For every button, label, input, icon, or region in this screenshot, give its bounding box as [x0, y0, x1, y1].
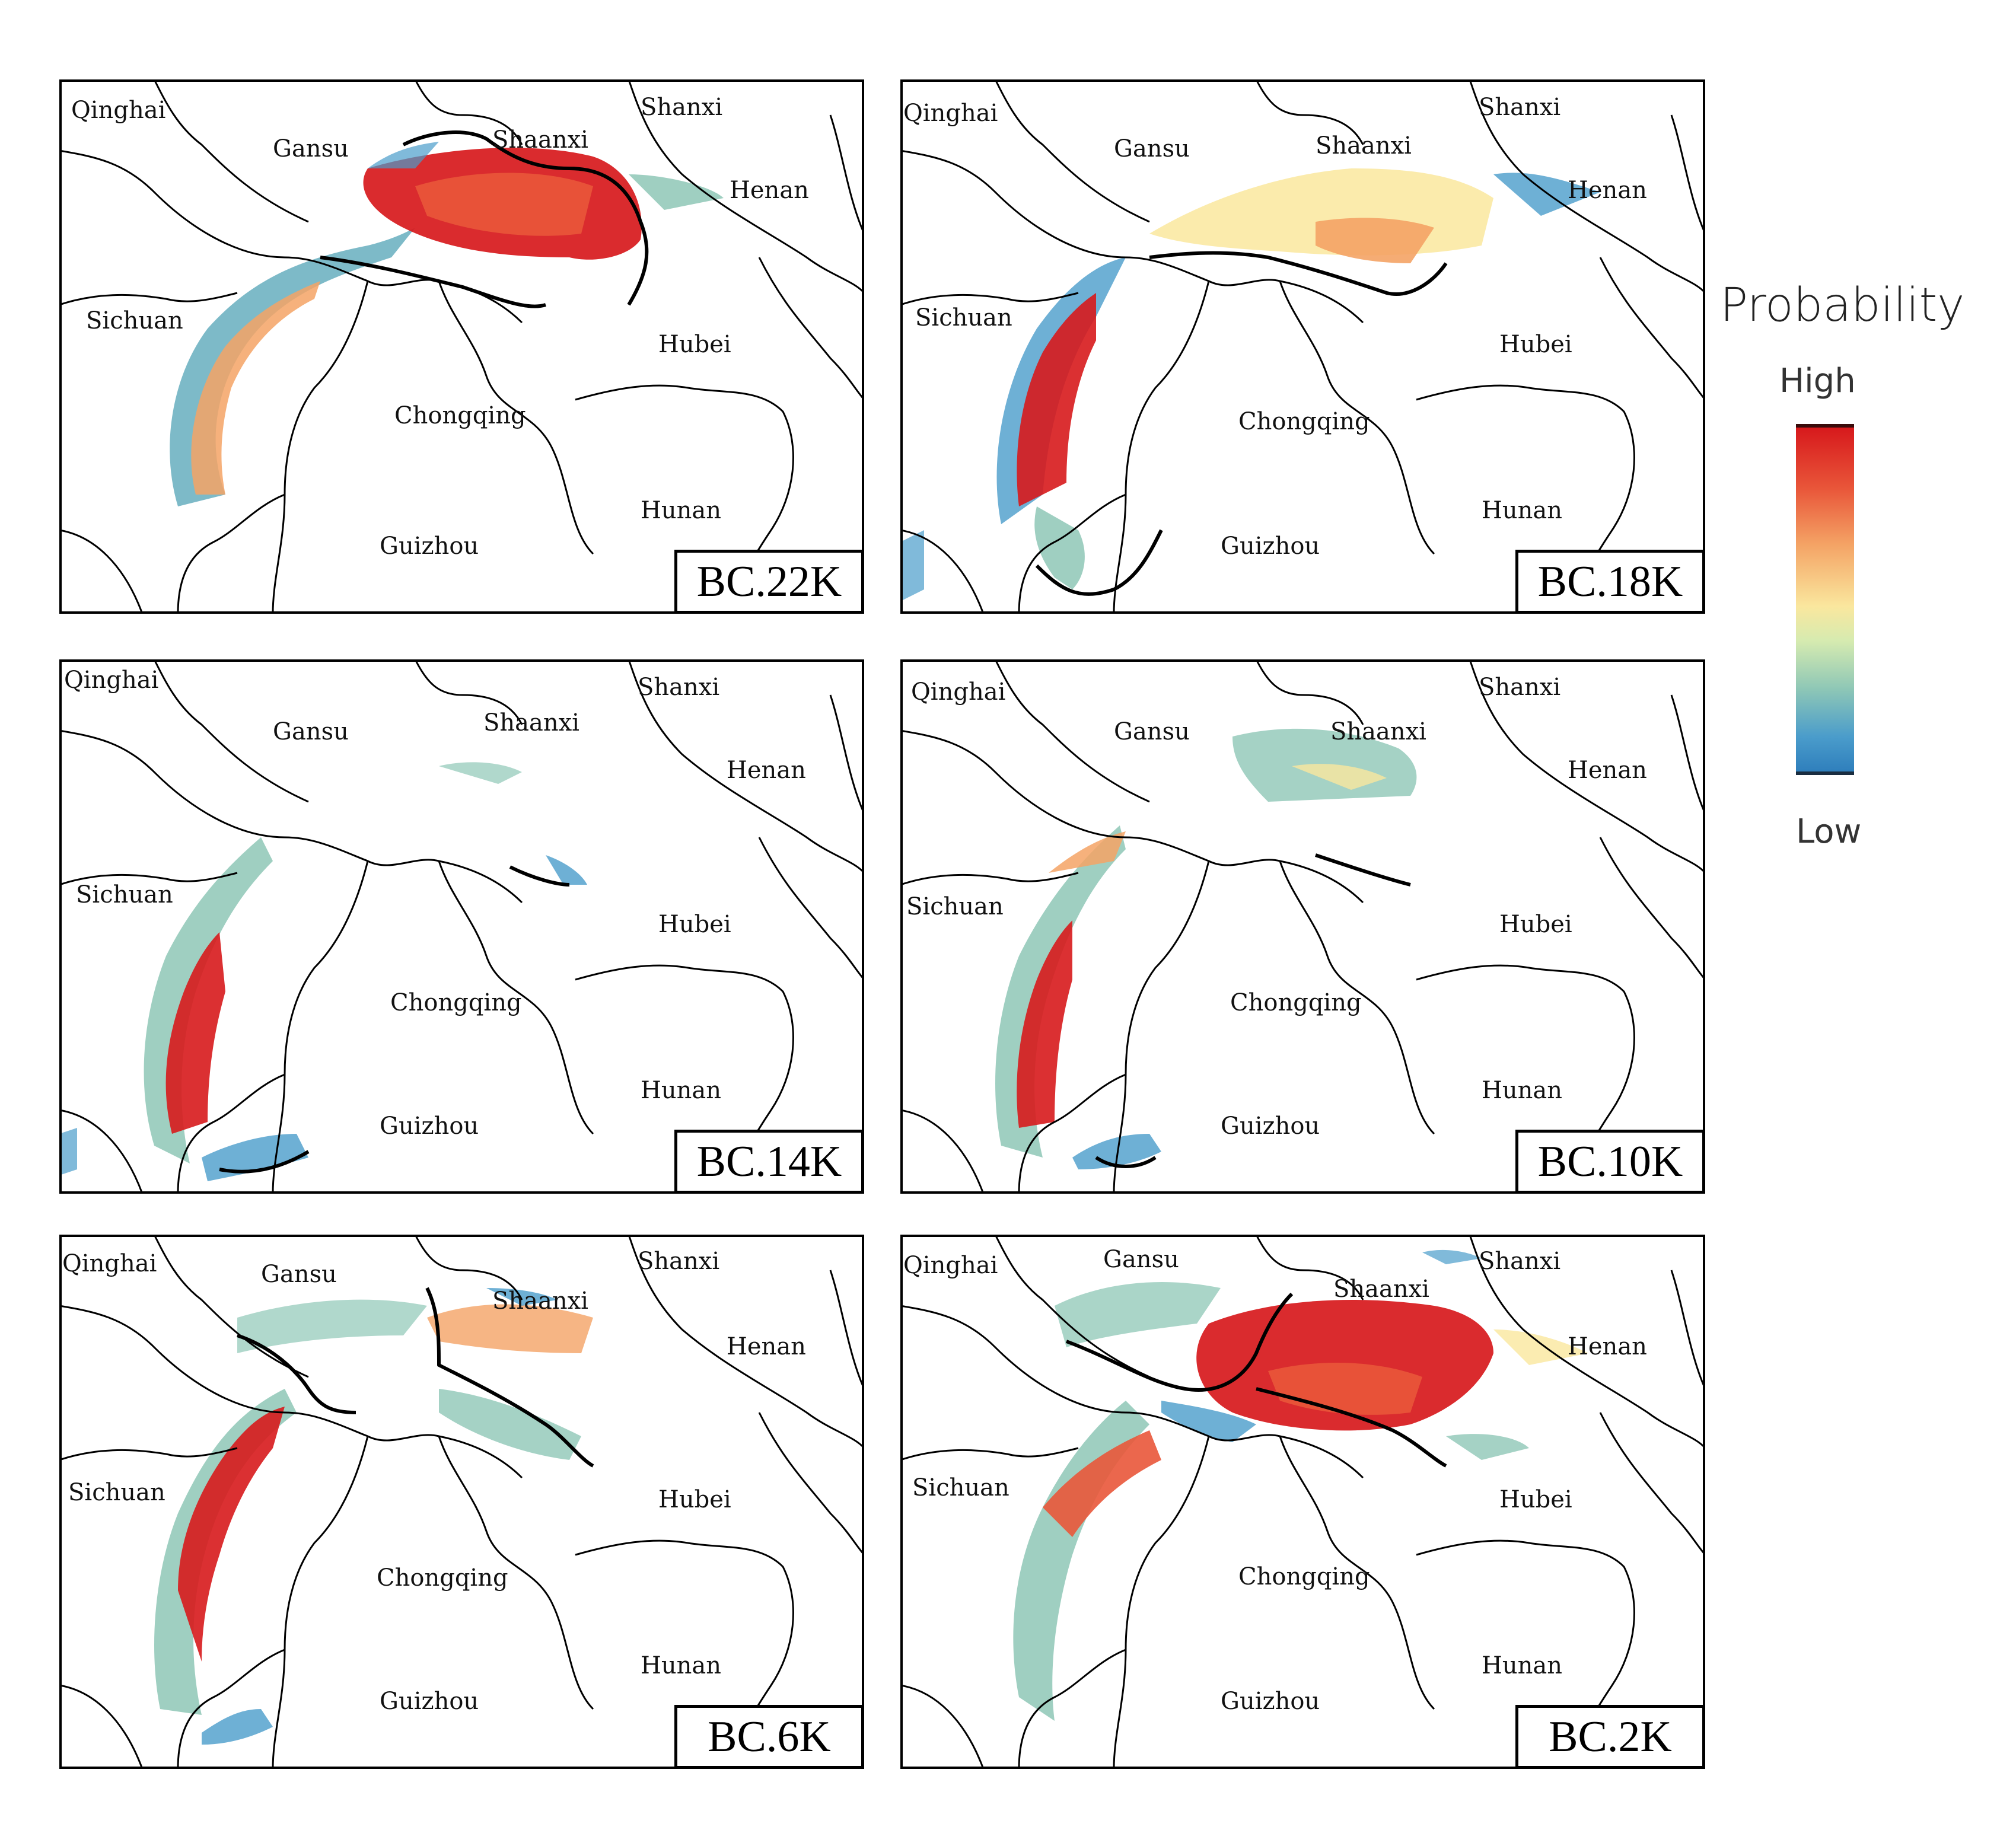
- probability-layer: [1013, 1249, 1588, 1721]
- legend-low-label: Low: [1796, 812, 1862, 851]
- province-borders: [59, 659, 864, 1194]
- probability-layer: [154, 1288, 593, 1745]
- label-shaanxi: Shaanxi: [492, 126, 588, 154]
- label-shanxi: Shanxi: [641, 94, 722, 121]
- label-shaanxi: Shaanxi: [492, 1287, 588, 1315]
- label-gansu: Gansu: [261, 1261, 337, 1288]
- map-panel-bc22k: Qinghai Gansu Shaanxi Shanxi Henan Sichu…: [59, 79, 864, 614]
- label-hunan: Hunan: [1482, 1652, 1562, 1679]
- label-shanxi: Shanxi: [638, 674, 719, 701]
- probability-layer: [59, 762, 587, 1181]
- map-panel-bc14k: Qinghai Gansu Shaanxi Shanxi Henan Sichu…: [59, 659, 864, 1194]
- label-chongqing: Chongqing: [390, 989, 522, 1016]
- legend-color-ramp: [1796, 424, 1854, 775]
- label-gansu: Gansu: [273, 718, 349, 745]
- probability-layer: [170, 142, 724, 506]
- label-henan: Henan: [730, 177, 809, 204]
- map-svg: Qinghai Gansu Shaanxi Shanxi Henan Sichu…: [59, 659, 864, 1194]
- label-hunan: Hunan: [1482, 1077, 1562, 1104]
- label-hunan: Hunan: [1482, 497, 1562, 524]
- province-borders: [59, 79, 864, 614]
- label-sichuan: Sichuan: [68, 1479, 165, 1506]
- label-guizhou: Guizhou: [380, 533, 479, 560]
- label-chongqing: Chongqing: [377, 1564, 508, 1592]
- label-sichuan: Sichuan: [912, 1474, 1009, 1501]
- panel-label: BC.14K: [674, 1130, 864, 1194]
- label-hubei: Hubei: [658, 1486, 731, 1513]
- legend-high-label: High: [1779, 362, 1856, 400]
- label-shanxi: Shanxi: [638, 1248, 719, 1275]
- label-qinghai: Qinghai: [903, 100, 998, 127]
- label-hunan: Hunan: [641, 1652, 721, 1679]
- label-gansu: Gansu: [1114, 135, 1190, 162]
- label-henan: Henan: [727, 1333, 806, 1360]
- label-shaanxi: Shaanxi: [483, 709, 579, 737]
- panel-label: BC.10K: [1515, 1130, 1705, 1194]
- legend-title: Probability: [1720, 279, 1965, 332]
- label-henan: Henan: [727, 757, 806, 784]
- label-guizhou: Guizhou: [1221, 533, 1320, 560]
- panel-label: BC.6K: [674, 1705, 864, 1769]
- label-hubei: Hubei: [1499, 1486, 1572, 1513]
- label-chongqing: Chongqing: [1238, 1563, 1370, 1590]
- probability-layer: [900, 168, 1600, 601]
- label-henan: Henan: [1568, 177, 1647, 204]
- label-chongqing: Chongqing: [1238, 408, 1370, 435]
- label-chongqing: Chongqing: [394, 402, 526, 429]
- label-hubei: Hubei: [1499, 331, 1572, 358]
- map-svg: Qinghai Gansu Shaanxi Shanxi Henan Sichu…: [900, 659, 1705, 1194]
- label-shanxi: Shanxi: [1479, 1248, 1560, 1275]
- map-svg: Qinghai Gansu Shaanxi Shanxi Henan Sichu…: [59, 79, 864, 614]
- label-qinghai: Qinghai: [71, 97, 165, 124]
- label-guizhou: Guizhou: [1221, 1112, 1320, 1140]
- province-borders: [900, 1235, 1705, 1769]
- probability-legend: Probability High Low: [1720, 279, 1964, 860]
- label-shanxi: Shanxi: [1479, 674, 1560, 701]
- label-qinghai: Qinghai: [911, 678, 1005, 706]
- panel-label: BC.22K: [674, 550, 864, 614]
- label-guizhou: Guizhou: [380, 1688, 479, 1715]
- label-shaanxi: Shaanxi: [1316, 132, 1412, 160]
- label-hubei: Hubei: [658, 911, 731, 938]
- panel-label: BC.18K: [1515, 550, 1705, 614]
- map-svg: Qinghai Gansu Shaanxi Shanxi Henan Sichu…: [900, 1235, 1705, 1769]
- map-svg: Qinghai Gansu Shaanxi Shanxi Henan Sichu…: [59, 1235, 864, 1769]
- label-chongqing: Chongqing: [1230, 989, 1362, 1016]
- panel-label: BC.2K: [1515, 1705, 1705, 1769]
- label-sichuan: Sichuan: [906, 893, 1004, 920]
- label-hubei: Hubei: [1499, 911, 1572, 938]
- map-panel-bc18k: Qinghai Gansu Shaanxi Shanxi Henan Sichu…: [900, 79, 1705, 614]
- map-panel-bc2k: Qinghai Gansu Shaanxi Shanxi Henan Sichu…: [900, 1235, 1705, 1769]
- label-qinghai: Qinghai: [64, 667, 158, 694]
- map-panel-bc10k: Qinghai Gansu Shaanxi Shanxi Henan Sichu…: [900, 659, 1705, 1194]
- map-panel-bc6k: Qinghai Gansu Shaanxi Shanxi Henan Sichu…: [59, 1235, 864, 1769]
- label-hubei: Hubei: [658, 331, 731, 358]
- label-sichuan: Sichuan: [86, 307, 183, 334]
- label-henan: Henan: [1568, 1333, 1647, 1360]
- label-shanxi: Shanxi: [1479, 94, 1560, 121]
- label-gansu: Gansu: [1103, 1246, 1179, 1273]
- label-qinghai: Qinghai: [62, 1250, 157, 1277]
- label-sichuan: Sichuan: [915, 304, 1012, 331]
- label-gansu: Gansu: [1114, 718, 1190, 745]
- province-borders: [59, 1235, 864, 1769]
- label-gansu: Gansu: [273, 135, 349, 162]
- label-henan: Henan: [1568, 757, 1647, 784]
- probability-layer: [995, 728, 1417, 1169]
- label-guizhou: Guizhou: [1221, 1688, 1320, 1715]
- map-svg: Qinghai Gansu Shaanxi Shanxi Henan Sichu…: [900, 79, 1705, 614]
- label-guizhou: Guizhou: [380, 1112, 479, 1140]
- label-sichuan: Sichuan: [76, 881, 173, 908]
- label-shaanxi: Shaanxi: [1330, 718, 1426, 745]
- label-qinghai: Qinghai: [903, 1252, 998, 1279]
- label-shaanxi: Shaanxi: [1333, 1276, 1429, 1303]
- label-hunan: Hunan: [641, 1077, 721, 1104]
- label-hunan: Hunan: [641, 497, 721, 524]
